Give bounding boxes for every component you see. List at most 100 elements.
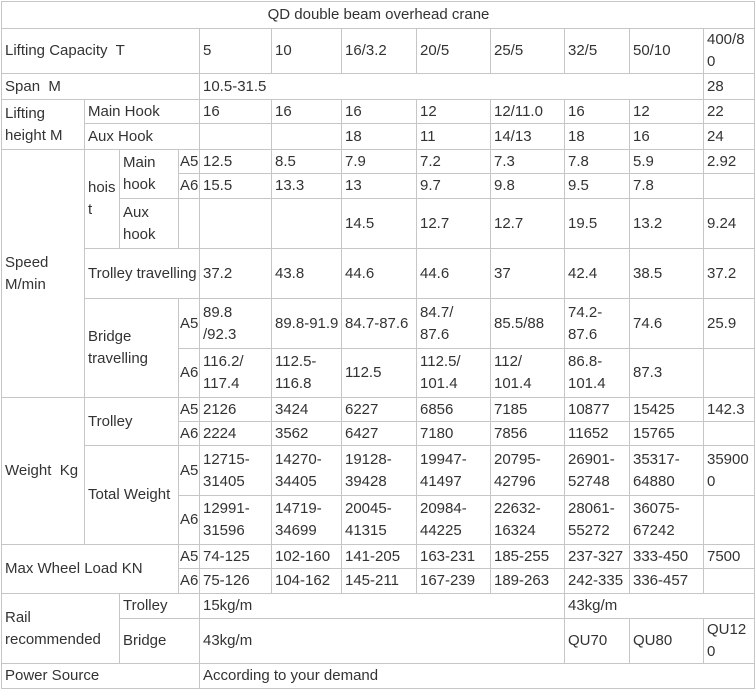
rail-bridge-left-cell: 43kg/m [199, 618, 565, 664]
value-cell: 32/5 [564, 28, 630, 74]
value-cell: 15.5 [199, 173, 272, 199]
value-cell: QU120 [703, 618, 755, 664]
value-cell: 22632- 16324 [490, 495, 565, 545]
value-cell: 15765 [629, 421, 704, 446]
value-cell: 12.5 [199, 149, 272, 174]
a5-label: A5 [178, 544, 200, 569]
value-cell: 2.92 [703, 149, 755, 174]
value-cell: 112.5 [341, 348, 417, 398]
value-cell: 16/3.2 [341, 28, 417, 74]
span-label: Span M [1, 73, 200, 100]
value-cell: 9.7 [416, 173, 491, 199]
speed-label: Speed M/min [1, 149, 85, 398]
value-cell [271, 198, 342, 249]
value-cell: 20/5 [416, 28, 491, 74]
value-cell: 20984- 44225 [416, 495, 491, 545]
value-cell: 50/10 [629, 28, 704, 74]
value-cell: 142.3 [703, 397, 755, 422]
value-cell: 86.8- 101.4 [564, 348, 630, 398]
value-cell [271, 123, 342, 150]
value-cell: 37 [490, 248, 565, 299]
rail-trolley-label: Trolley [119, 593, 200, 619]
value-cell: 12991- 31596 [199, 495, 272, 545]
value-cell: 7.2 [416, 149, 491, 174]
row-span: Span M 10.5-31.5 28 [1, 73, 755, 100]
value-cell: 19128- 39428 [341, 445, 417, 496]
value-cell: 42.4 [564, 248, 630, 299]
value-cell: 38.5 [629, 248, 704, 299]
value-cell: 11652 [564, 421, 630, 446]
value-cell: 333-450 [629, 544, 704, 569]
trolley-travelling-label: Trolley travelling [84, 248, 200, 299]
value-cell: 12 [416, 99, 491, 124]
max-wheel-load-label: Max Wheel Load KN [1, 544, 179, 594]
value-cell: 116.2/ 117.4 [199, 348, 272, 398]
value-cell [703, 568, 755, 594]
value-cell: 242-335 [564, 568, 630, 594]
value-cell: 3562 [271, 421, 342, 446]
value-cell: 7180 [416, 421, 491, 446]
value-cell: 15425 [629, 397, 704, 422]
empty-cell [178, 198, 200, 249]
value-cell: 13.3 [271, 173, 342, 199]
a5-label: A5 [178, 397, 200, 422]
row-hoist-main-a6: A6 15.5 13.3 13 9.7 9.8 9.5 7.8 [2, 173, 755, 199]
value-cell: 8.5 [271, 149, 342, 174]
rail-bridge-label: Bridge [119, 618, 200, 664]
value-cell: 18 [564, 123, 630, 150]
value-cell: 14719- 34699 [271, 495, 342, 545]
value-cell: 9.8 [490, 173, 565, 199]
value-cell: 74.6 [629, 298, 704, 349]
value-cell [199, 198, 272, 249]
value-cell: 7.9 [341, 149, 417, 174]
table-title: QD double beam overhead crane [1, 1, 755, 29]
row-rail-trolley: Rail recommended Trolley 15kg/m 43kg/m [1, 593, 755, 664]
value-cell: 85.5/88 [490, 298, 565, 349]
value-cell: 26901- 52748 [564, 445, 630, 496]
value-cell: 84.7/ 87.6 [416, 298, 491, 349]
row-max-wheel-a5: Max Wheel Load KN A5 74-125 102-160 141-… [1, 544, 755, 594]
row-bridge-travelling-a5: Bridge travelling A5 89.8 /92.3 89.8-91.… [2, 298, 755, 398]
value-cell: 359000 [703, 445, 755, 496]
rail-recommended-label: Rail recommended [1, 593, 120, 664]
value-cell: 24 [703, 123, 755, 150]
value-cell: 10877 [564, 397, 630, 422]
value-cell [703, 173, 755, 199]
value-cell: 7500 [703, 544, 755, 569]
value-cell: 6427 [341, 421, 417, 446]
value-cell [703, 348, 755, 398]
row-lifting-capacity: Lifting Capacity T 5 10 16/3.2 20/5 25/5… [1, 28, 755, 74]
value-cell: 104-162 [271, 568, 342, 594]
value-cell: 12.7 [490, 198, 565, 249]
value-cell: 35317- 64880 [629, 445, 704, 496]
value-cell: 167-239 [416, 568, 491, 594]
a5-label: A5 [178, 149, 200, 174]
value-cell: 16 [271, 99, 342, 124]
value-cell: QU70 [564, 618, 630, 664]
rail-trolley-left-cell: 15kg/m [199, 593, 565, 619]
value-cell: 112.5/ 101.4 [416, 348, 491, 398]
value-cell: 7856 [490, 421, 565, 446]
value-cell: 89.8-91.9 [271, 298, 342, 349]
value-cell [703, 495, 755, 545]
value-cell: 37.2 [199, 248, 272, 299]
rail-trolley-right-cell: 43kg/m [564, 593, 755, 619]
value-cell: 7.8 [564, 149, 630, 174]
value-cell: 16 [629, 123, 704, 150]
hoist-aux-hook-label: Aux hook [119, 198, 179, 249]
lifting-capacity-label: Lifting Capacity T [1, 28, 200, 74]
value-cell: 237-327 [564, 544, 630, 569]
row-trolley-travelling: Trolley travelling 37.2 43.8 44.6 44.6 3… [2, 248, 755, 299]
row-hoist-main-a5: Speed M/min hoist Main hook A5 12.5 8.5 … [1, 149, 755, 398]
value-cell: 14/13 [490, 123, 565, 150]
hoist-main-hook-label: Main hook [119, 149, 179, 199]
value-cell: 189-263 [490, 568, 565, 594]
value-cell: 7.8 [629, 173, 704, 199]
a6-label: A6 [178, 421, 200, 446]
row-hoist-aux: Aux hook 14.5 12.7 12.7 19.5 13.2 9.24 [2, 198, 755, 249]
span-last-cell: 28 [703, 73, 755, 100]
weight-trolley-label: Trolley [84, 397, 179, 446]
value-cell: 7185 [490, 397, 565, 422]
value-cell: 16 [199, 99, 272, 124]
a6-label: A6 [178, 173, 200, 199]
